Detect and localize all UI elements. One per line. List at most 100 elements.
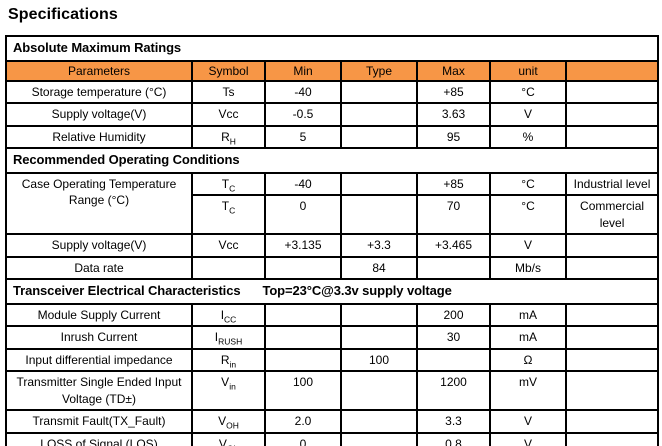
table-cell: 0: [264, 431, 342, 446]
table-row: Transmit Fault(TX_Fault) VOH 2.0 3.3 V: [5, 409, 660, 434]
table-cell: [564, 347, 660, 372]
table-cell: +85: [416, 79, 491, 104]
table-cell: RH: [191, 124, 266, 149]
section-row: Transceiver Electrical Characteristics To…: [4, 278, 660, 305]
table-cell: Vin: [191, 370, 266, 411]
table-cell: [416, 255, 491, 280]
table-row: Relative Humidity RH 5 95%: [5, 124, 660, 149]
table-cell: +3.3: [340, 233, 418, 258]
table-row: Supply voltage(V) Vcc +3.135 +3.3 +3.465 V: [5, 233, 660, 258]
section-title: Recommended Operating Conditions: [4, 147, 660, 174]
table-cell: [340, 124, 418, 149]
column-header-row: Parameters Symbol Min Type Max unit: [5, 59, 660, 82]
table-cell: ICC: [191, 302, 266, 327]
column-header: unit: [489, 59, 567, 82]
table-row: TC 0 70 °C Commercial level: [6, 194, 660, 235]
page-title: Specifications: [8, 6, 118, 23]
table-cell: [264, 325, 342, 350]
table-cell: [340, 79, 418, 104]
table-cell: [564, 255, 660, 280]
table-cell: Industrial level: [564, 171, 660, 196]
table-row: Transmitter Single Ended Input Voltage (…: [5, 370, 660, 411]
table-cell: Supply voltage(V): [5, 233, 193, 258]
table-cell: 100: [340, 347, 418, 372]
table-cell: -40: [264, 79, 342, 104]
table-row: LOSS of Signal (LOS)VOL0 0.8V: [5, 431, 660, 446]
table-row: Input differential impedance Rin 100 Ω: [5, 347, 660, 372]
table-cell: [191, 255, 266, 280]
table-cell: [564, 325, 660, 350]
table-cell: 200: [416, 302, 491, 327]
table-cell: Rin: [191, 347, 266, 372]
table-row: Data rate 84 Mb/s: [5, 255, 660, 280]
table-cell: Storage temperature (°C): [5, 79, 193, 104]
table-cell: VOH: [191, 409, 266, 434]
table-cell: V: [489, 102, 567, 127]
column-header: [564, 59, 660, 82]
table-cell: Vcc: [191, 233, 266, 258]
section-row: Absolute Maximum Ratings: [4, 35, 660, 62]
table-cell: TC: [191, 194, 266, 235]
table-cell: Input differential impedance: [5, 347, 193, 372]
table-cell: [564, 409, 660, 434]
table-cell: V: [489, 431, 567, 446]
table-cell: [416, 347, 491, 372]
table-row: Storage temperature (°C) Ts -40 +85 °C: [5, 79, 660, 104]
table-cell: 3.3: [416, 409, 491, 434]
table-cell: 5: [264, 124, 342, 149]
column-header: Max: [416, 59, 491, 82]
table-cell: Transmitter Single Ended Input Voltage (…: [5, 370, 193, 411]
table-cell: [340, 194, 418, 235]
table-cell: Transmit Fault(TX_Fault): [5, 409, 193, 434]
table-cell: Commercial level: [564, 194, 660, 235]
table-cell: Case Operating Temperature Range (°C): [5, 171, 193, 235]
table-cell: [264, 302, 342, 327]
table-row: Supply voltage(V) Vcc -0.5 3.63 V: [5, 102, 660, 127]
table-cell: 70: [416, 194, 491, 235]
table-cell: -40: [264, 171, 342, 196]
table-cell: [564, 102, 660, 127]
table-cell: +3.135: [264, 233, 342, 258]
table-cell: Supply voltage(V): [5, 102, 193, 127]
table-cell: 2.0: [264, 409, 342, 434]
table-cell: VOL: [191, 431, 266, 446]
table-cell: +3.465: [416, 233, 491, 258]
table-cell: [264, 255, 342, 280]
table-cell: [340, 325, 418, 350]
table-cell: [564, 302, 660, 327]
table-cell: Mb/s: [489, 255, 567, 280]
table-cell: mA: [489, 325, 567, 350]
section-title: Absolute Maximum Ratings: [4, 35, 660, 62]
section-subtitle: Top=23°C@3.3v supply voltage: [262, 283, 452, 298]
table-cell: Ω: [489, 347, 567, 372]
table-cell: 1200: [416, 370, 491, 411]
column-header: Parameters: [5, 59, 193, 82]
table-cell: mV: [489, 370, 567, 411]
table-cell: [264, 347, 342, 372]
table-cell: Inrush Current: [5, 325, 193, 350]
table-cell: Vcc: [191, 102, 266, 127]
table-cell: TC: [191, 171, 266, 196]
section-title: Transceiver Electrical Characteristics To…: [4, 278, 660, 305]
table-cell: 95: [416, 124, 491, 149]
table-row: Module Supply Current ICC 200 mA: [5, 302, 660, 327]
table-cell: Data rate: [5, 255, 193, 280]
table-row: Inrush Current IRUSH 30 mA: [5, 325, 660, 350]
table-cell: V: [489, 233, 567, 258]
table-cell: V: [489, 409, 567, 434]
table-cell: Ts: [191, 79, 266, 104]
table-cell: 84: [340, 255, 418, 280]
column-header: Type: [340, 59, 418, 82]
table-cell: [564, 233, 660, 258]
table-cell: 100: [264, 370, 342, 411]
table-cell: [340, 171, 418, 196]
column-header: Min: [264, 59, 342, 82]
table-cell: °C: [489, 194, 567, 235]
table-cell: 0: [264, 194, 342, 235]
table-cell: [340, 302, 418, 327]
table-cell: Module Supply Current: [5, 302, 193, 327]
spec-table-body: Absolute Maximum Ratings Parameters Symbol…: [4, 35, 660, 446]
specifications-table: Absolute Maximum Ratings Parameters Symbol…: [4, 35, 660, 446]
table-cell: -0.5: [264, 102, 342, 127]
table-cell: [564, 431, 660, 446]
